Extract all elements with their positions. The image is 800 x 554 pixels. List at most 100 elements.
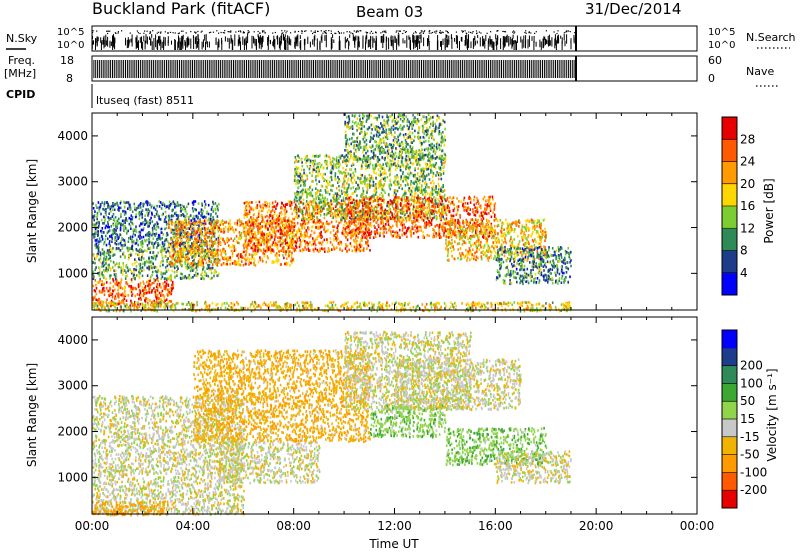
- heatmap-cell: [148, 224, 150, 228]
- heatmap-cell: [199, 231, 201, 234]
- heatmap-cell: [299, 243, 301, 246]
- heatmap-cell: [271, 217, 274, 220]
- heatmap-cell: [160, 272, 163, 275]
- heatmap-cell: [211, 276, 213, 280]
- heatmap-cell: [252, 217, 255, 220]
- noise-search-point: [330, 30, 332, 32]
- heatmap-cell: [227, 222, 230, 225]
- heatmap-cell: [124, 269, 126, 272]
- heatmap-cell: [124, 224, 126, 228]
- heatmap-cell: [248, 253, 251, 256]
- noise-search-point: [247, 31, 249, 34]
- noise-search-point: [370, 30, 372, 32]
- heatmap-cell: [123, 229, 126, 233]
- heatmap-cell: [146, 266, 148, 270]
- heatmap-cell: [249, 220, 251, 224]
- heatmap-cell: [215, 224, 218, 227]
- heatmap-cell: [206, 247, 209, 251]
- heatmap-cell: [405, 154, 408, 158]
- heatmap-cell: [253, 242, 256, 245]
- heatmap-cell: [238, 241, 240, 245]
- heatmap-cell: [325, 213, 328, 217]
- noise-search-point: [328, 30, 330, 32]
- heatmap-cell: [369, 157, 372, 160]
- heatmap-cell: [263, 225, 265, 228]
- heatmap-cell: [176, 224, 179, 228]
- heatmap-cell: [337, 242, 340, 245]
- heatmap-cell: [116, 225, 118, 228]
- heatmap-cell: [125, 217, 127, 220]
- heatmap-cell: [201, 263, 204, 267]
- heatmap-cell: [286, 262, 289, 265]
- heatmap-cell: [109, 244, 111, 247]
- noise-search-point: [178, 32, 180, 34]
- heatmap-cell: [268, 205, 271, 208]
- noise-search-point: [404, 31, 407, 33]
- heatmap-cell: [99, 260, 101, 264]
- noise-search-point: [286, 30, 288, 32]
- heatmap-cell: [355, 230, 357, 234]
- heatmap-cell: [297, 227, 300, 231]
- heatmap-cell: [98, 210, 101, 213]
- heatmap-cell: [192, 200, 195, 203]
- noise-search-point: [129, 32, 131, 34]
- heatmap-cell: [101, 262, 104, 265]
- heatmap-cell: [321, 207, 324, 211]
- heatmap-cell: [114, 275, 117, 278]
- heatmap-cell: [220, 263, 223, 266]
- heatmap-cell: [186, 260, 188, 263]
- heatmap-cell: [281, 232, 284, 235]
- heatmap-cell: [283, 228, 285, 232]
- heatmap-cell: [165, 298, 168, 301]
- heatmap-cell: [105, 260, 107, 264]
- heatmap-cell: [284, 208, 287, 211]
- heatmap-cell: [212, 243, 214, 246]
- heatmap-cell: [153, 281, 155, 285]
- heatmap-cell: [271, 260, 274, 263]
- heatmap-cell: [217, 261, 220, 264]
- heatmap-cell: [280, 229, 283, 232]
- heatmap-cell: [203, 215, 206, 218]
- heatmap-cell: [331, 243, 334, 246]
- heatmap-cell: [112, 278, 114, 281]
- heatmap-cell: [170, 218, 173, 222]
- noise-search-point: [216, 30, 218, 32]
- heatmap-cell: [120, 271, 123, 274]
- noise-search-point: [366, 32, 369, 34]
- heatmap-cell: [362, 249, 365, 252]
- heatmap-cell: [251, 229, 254, 233]
- heatmap-cell: [243, 213, 246, 217]
- heatmap-cell: [193, 241, 195, 245]
- heatmap-cell: [344, 247, 347, 250]
- heatmap-cell: [211, 231, 213, 234]
- heatmap-cell: [118, 262, 121, 265]
- noise-search-point: [228, 31, 230, 33]
- noise-search-point: [201, 30, 203, 32]
- heatmap-cell: [306, 188, 309, 191]
- heatmap-cell: [303, 232, 306, 235]
- heatmap-cell: [176, 217, 178, 221]
- heatmap-cell: [151, 220, 154, 223]
- heatmap-cell: [133, 268, 135, 271]
- heatmap-cell: [303, 226, 306, 230]
- freq-left-tick-top: 18: [60, 54, 74, 67]
- heatmap-cell: [124, 241, 126, 244]
- heatmap-cell: [126, 266, 129, 269]
- heatmap-cell: [103, 289, 106, 293]
- heatmap-cell: [224, 242, 226, 245]
- heatmap-cell: [142, 289, 145, 292]
- heatmap-cell: [157, 236, 160, 240]
- heatmap-cell: [127, 294, 129, 297]
- heatmap-cell: [138, 275, 141, 279]
- heatmap-cell: [249, 239, 251, 243]
- heatmap-cell: [201, 231, 203, 234]
- heatmap-cell: [207, 266, 210, 270]
- noise-search-point: [530, 32, 532, 34]
- heatmap-cell: [261, 208, 264, 211]
- heatmap-cell: [208, 221, 210, 225]
- heatmap-cell: [246, 247, 249, 250]
- heatmap-cell: [222, 262, 225, 265]
- heatmap-cell: [137, 253, 139, 257]
- heatmap-cell: [192, 275, 194, 279]
- heatmap-cell: [162, 293, 164, 297]
